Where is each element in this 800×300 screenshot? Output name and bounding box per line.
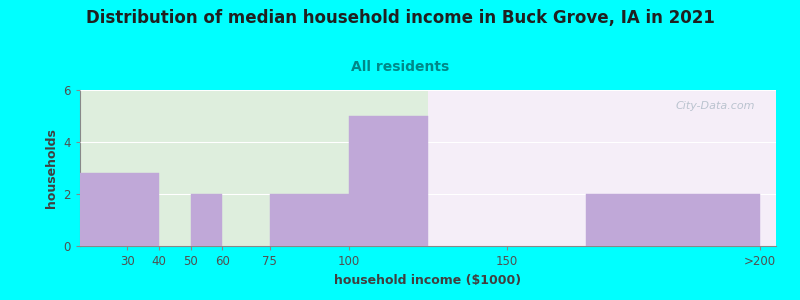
Bar bbox=[80, 173, 159, 246]
Text: Distribution of median household income in Buck Grove, IA in 2021: Distribution of median household income … bbox=[86, 9, 714, 27]
Text: City-Data.com: City-Data.com bbox=[676, 101, 755, 111]
Bar bbox=[586, 194, 760, 246]
Y-axis label: households: households bbox=[45, 128, 58, 208]
Bar bbox=[270, 194, 349, 246]
Text: All residents: All residents bbox=[351, 60, 449, 74]
Bar bbox=[190, 194, 222, 246]
Bar bbox=[349, 116, 428, 246]
X-axis label: household income ($1000): household income ($1000) bbox=[334, 274, 522, 286]
